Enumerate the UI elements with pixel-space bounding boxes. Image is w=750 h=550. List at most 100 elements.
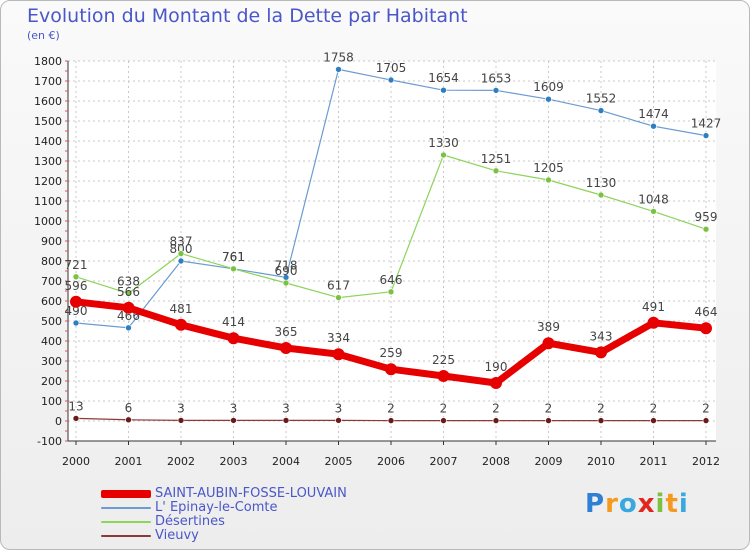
data-point-l-epinay-le-comte [702,132,710,139]
data-point-d-sertines [597,191,605,199]
legend-swatch [101,535,151,537]
data-label-l-epinay-le-comte: 800 [170,242,193,256]
data-label-d-sertines: 1330 [428,136,459,150]
logo-letter: t [665,489,679,519]
data-point-d-sertines [702,225,710,233]
data-point-l-epinay-le-comte [72,319,80,327]
legend-swatch [101,490,151,498]
y-tick-label: 600 [41,295,62,308]
data-label-l-epinay-le-comte: 1705 [376,61,407,75]
data-point-vieuvy [492,417,500,424]
x-tick-label: 2008 [482,455,510,468]
data-label-vieuvy: 2 [650,402,658,416]
data-point-l-epinay-le-comte [335,66,342,73]
data-point-d-sertines [492,167,500,175]
legend-label: Vieuvy [155,528,199,543]
data-point-d-sertines [230,265,237,273]
chart-subtitle: (en €) [27,29,60,42]
y-tick-label: 1800 [34,55,62,68]
data-point-saint-aubin-fosse-louvain [595,346,607,359]
logo-letter: x [637,489,656,519]
data-label-l-epinay-le-comte: 1758 [323,50,354,64]
data-label-l-epinay-le-comte: 1653 [481,71,512,85]
data-label-l-epinay-le-comte: 1427 [691,117,722,131]
data-label-saint-aubin-fosse-louvain: 481 [170,302,193,316]
x-tick-label: 2011 [640,455,668,468]
legend-item: SAINT-AUBIN-FOSSE-LOUVAIN [101,487,347,501]
data-label-d-sertines: 1251 [481,152,512,166]
data-point-d-sertines [387,288,395,296]
logo-letter: P [585,489,606,519]
y-tick-label: 400 [41,335,62,348]
x-tick-label: 2001 [115,455,143,468]
y-tick-label: 1400 [34,135,62,148]
legend-item: L' Epinay-le-Comte [101,501,347,515]
data-point-l-epinay-le-comte [597,107,605,114]
data-label-l-epinay-le-comte: 1474 [638,107,669,121]
data-point-saint-aubin-fosse-louvain [332,348,345,361]
data-point-saint-aubin-fosse-louvain [122,301,135,314]
data-label-vieuvy: 13 [68,399,83,413]
logo-letter: i [655,489,666,519]
y-tick-label: 300 [41,355,62,368]
data-label-vieuvy: 2 [492,402,500,416]
data-label-saint-aubin-fosse-louvain: 596 [65,279,88,293]
data-point-d-sertines [125,290,132,297]
data-point-saint-aubin-fosse-louvain [700,322,712,335]
data-point-d-sertines [177,250,185,257]
legend-item: Vieuvy [101,529,347,543]
x-tick-label: 2010 [587,455,615,468]
y-tick-label: 1700 [34,75,62,88]
legend-label: L' Epinay-le-Comte [155,500,278,515]
data-label-d-sertines: 1130 [586,176,617,190]
data-label-l-epinay-le-comte: 718 [275,258,298,272]
data-point-saint-aubin-fosse-louvain [647,316,660,329]
x-tick-label: 2003 [220,455,248,468]
y-tick-label: 700 [41,275,62,288]
data-point-l-epinay-le-comte [177,257,185,265]
data-label-d-sertines: 617 [327,279,350,293]
y-tick-label: 800 [41,255,62,268]
data-label-saint-aubin-fosse-louvain: 225 [432,353,455,367]
chart-legend: SAINT-AUBIN-FOSSE-LOUVAIN L' Epinay-le-Co… [101,487,347,543]
data-point-vieuvy [440,417,447,424]
data-point-d-sertines [72,273,80,281]
data-point-vieuvy [177,417,185,424]
y-tick-label: 100 [41,395,62,408]
data-point-l-epinay-le-comte [125,324,132,332]
data-label-d-sertines: 690 [275,264,298,278]
y-tick-label: 900 [41,235,62,248]
data-point-vieuvy [545,417,552,424]
y-tick-label: 1200 [34,175,62,188]
legend-swatch [101,521,151,523]
data-point-l-epinay-le-comte [492,87,500,94]
data-point-l-epinay-le-comte [387,76,395,84]
legend-swatch [101,507,151,509]
data-point-saint-aubin-fosse-louvain [542,337,555,350]
chart-title: Evolution du Montant de la Dette par Hab… [27,5,468,27]
x-tick-label: 2002 [167,455,195,468]
data-label-l-epinay-le-comte: 1654 [428,71,459,85]
y-tick-label: 1100 [34,195,62,208]
y-tick-label: 1300 [34,155,62,168]
logo-letter: r [605,489,619,519]
data-point-saint-aubin-fosse-louvain [490,377,502,389]
y-tick-label: 1600 [34,95,62,108]
data-label-d-sertines: 837 [170,235,193,249]
data-point-saint-aubin-fosse-louvain [70,295,82,308]
data-point-vieuvy [702,417,710,424]
data-point-l-epinay-le-comte [545,95,552,103]
data-point-vieuvy [125,416,132,424]
data-label-vieuvy: 3 [230,401,238,415]
data-label-l-epinay-le-comte: 761 [222,250,245,264]
data-point-saint-aubin-fosse-louvain [280,342,292,354]
data-label-saint-aubin-fosse-louvain: 491 [642,300,665,314]
data-point-vieuvy [230,417,237,424]
data-point-d-sertines [440,151,447,159]
data-label-d-sertines: 721 [65,258,88,272]
data-point-l-epinay-le-comte [440,86,447,94]
data-label-saint-aubin-fosse-louvain: 464 [695,305,718,319]
logo-letter: o [618,489,638,519]
data-label-saint-aubin-fosse-louvain: 365 [275,325,298,339]
data-point-d-sertines [335,294,342,301]
